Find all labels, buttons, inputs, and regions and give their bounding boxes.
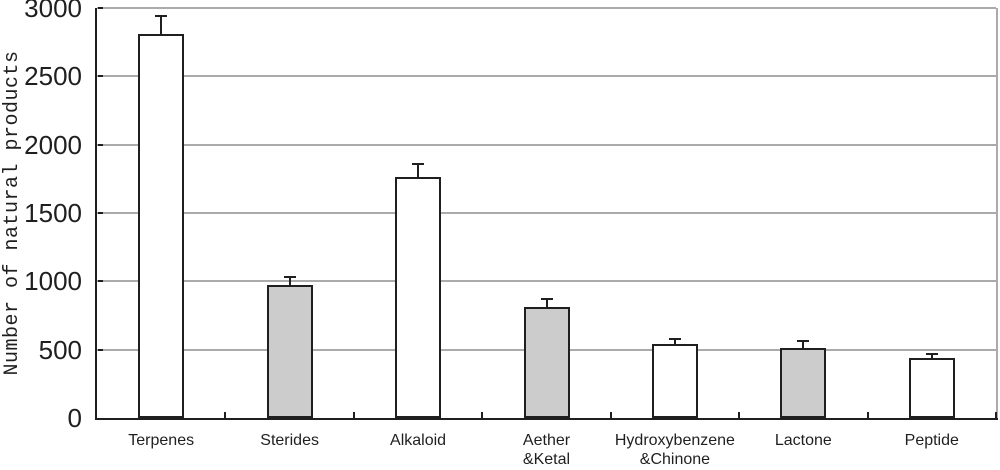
category-label-6: Peptide: [904, 432, 959, 449]
category-label-5: Lactone: [774, 432, 832, 449]
y-tick-mark-1000: [98, 280, 103, 283]
category-label-4: Hydroxybenzene &Chinone: [614, 432, 735, 468]
y-tick-label-2500: 2500: [24, 61, 82, 92]
y-tick-label-1500: 1500: [24, 198, 82, 228]
error-bar-line: [802, 341, 805, 348]
plot-right-border: [996, 8, 998, 418]
gridline-3000: [97, 7, 996, 9]
error-bar-cap: [797, 340, 810, 343]
error-bar-cap: [412, 163, 425, 166]
bar-terpenes: [138, 33, 185, 418]
category-label-1: Sterides: [260, 432, 319, 449]
x-tick-mark-2: [352, 412, 355, 418]
y-tick-mark-3000: [98, 7, 103, 9]
y-axis-line: [95, 8, 97, 420]
bar-alkaloid: [395, 177, 442, 418]
y-tick-label-1000: 1000: [24, 266, 82, 297]
y-tick-mark-500: [98, 348, 103, 351]
error-bar-line: [160, 15, 163, 34]
y-tick-mark-2500: [98, 75, 103, 78]
error-bar-cap: [668, 337, 681, 340]
y-tick-label-500: 500: [38, 334, 82, 365]
error-bar-cap: [925, 353, 938, 356]
gridline-2500: [97, 75, 996, 78]
bar-sterides: [266, 285, 313, 418]
error-bar-cap: [540, 298, 553, 301]
bar-peptide: [908, 357, 955, 418]
gridline-2000: [97, 143, 996, 146]
x-tick-mark-4: [609, 412, 612, 418]
bar-aether: [523, 306, 570, 418]
y-tick-label-3000: 3000: [24, 0, 82, 23]
category-label-0: Terpenes: [128, 432, 195, 449]
x-tick-mark-6: [866, 412, 869, 418]
y-tick-mark-2000: [98, 143, 103, 146]
error-bar-line: [930, 354, 933, 358]
bar-lactone: [780, 347, 827, 418]
gridline-1500: [97, 212, 996, 214]
y-tick-label-0: 0: [67, 403, 82, 433]
x-tick-mark-3: [481, 412, 484, 418]
error-bar-line: [673, 338, 676, 345]
x-axis-line: [95, 418, 998, 420]
error-bar-line: [417, 164, 420, 178]
category-label-2: Alkaloid: [390, 432, 447, 449]
category-label-3: Aether &Ketal: [522, 432, 571, 468]
x-tick-mark-7: [995, 412, 997, 418]
y-tick-label-2000: 2000: [24, 129, 82, 160]
gridline-1000: [97, 280, 996, 283]
error-bar-cap: [283, 275, 296, 278]
error-bar-cap: [155, 14, 168, 17]
bar-hydroxybenzene: [651, 344, 698, 418]
error-bar-line: [288, 276, 291, 286]
error-bar-line: [545, 299, 548, 307]
x-tick-mark-5: [738, 412, 741, 418]
y-tick-mark-1500: [98, 212, 103, 214]
x-tick-mark-1: [224, 412, 227, 418]
